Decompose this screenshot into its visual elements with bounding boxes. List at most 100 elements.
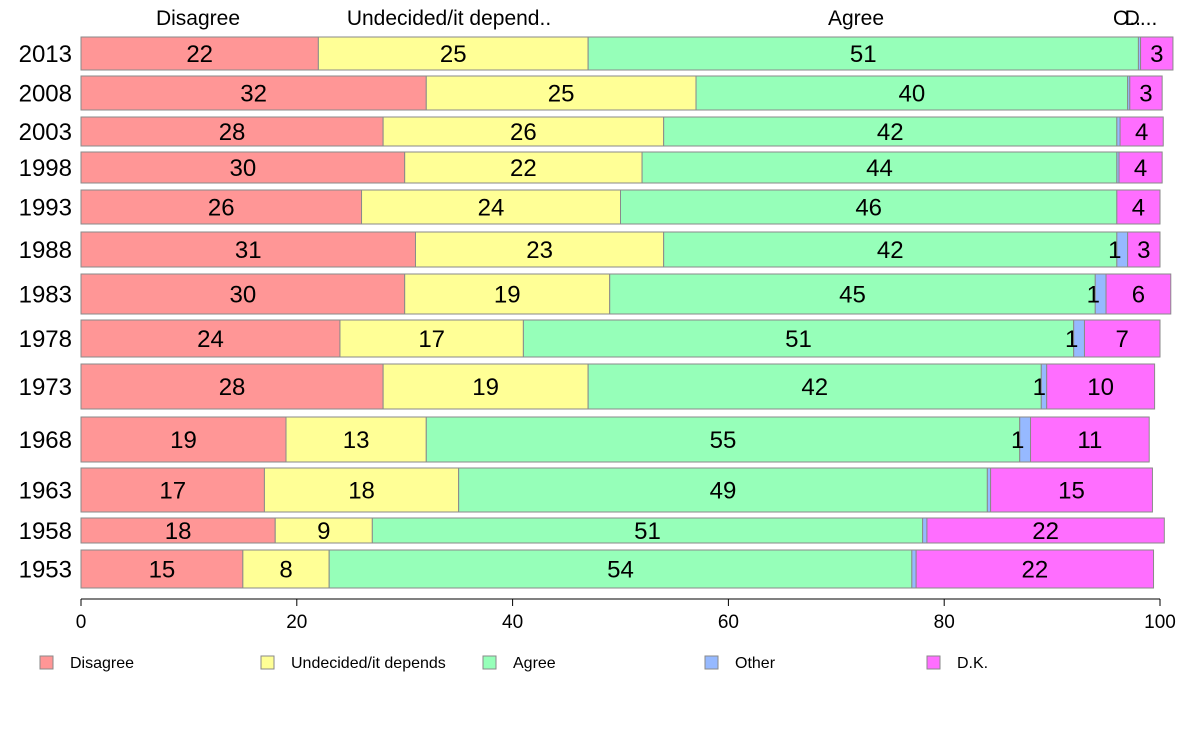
data-label: 25 (548, 81, 575, 108)
category-label-1998: 1998 (19, 155, 72, 182)
x-tick-label: 20 (286, 612, 307, 633)
x-tick-label: 60 (718, 612, 739, 633)
data-label: 8 (279, 557, 292, 584)
bar-segment-undecided-it-depends-2008 (425, 75, 697, 111)
bar-segment-d-k--1963 (990, 467, 1153, 513)
data-label: 19 (170, 427, 197, 454)
bar-segment-agree-1953 (328, 549, 913, 589)
data-label: 18 (348, 478, 375, 505)
legend-label: Disagree (70, 655, 134, 672)
bar-segment-undecided-it-depends-1983 (404, 273, 611, 315)
bar-segment-disagree-1983 (80, 273, 406, 315)
legend-swatch (482, 655, 497, 670)
data-label: 18 (165, 518, 192, 545)
bar-segment-d-k--2003 (1119, 116, 1164, 147)
data-label: 46 (855, 195, 882, 222)
data-label: 54 (607, 557, 634, 584)
data-label: 13 (343, 427, 370, 454)
bar-segment-d-k--1983 (1105, 273, 1172, 315)
top-label: D... (1125, 7, 1158, 30)
data-label: 1 (1108, 237, 1121, 264)
top-label: O.. (1113, 7, 1141, 30)
data-label: 9 (317, 518, 330, 545)
data-label: 49 (710, 478, 737, 505)
data-label: 45 (839, 282, 866, 309)
data-label: 42 (877, 119, 904, 146)
bar-segment-disagree-1993 (80, 189, 363, 225)
data-label: 44 (866, 155, 893, 182)
bar-segment-d-k--1958 (926, 517, 1165, 544)
x-tick-label: 80 (934, 612, 955, 633)
top-label: Disagree (156, 7, 240, 30)
data-label: 1 (1011, 427, 1024, 454)
data-label: 22 (510, 155, 537, 182)
data-label: 15 (1058, 478, 1085, 505)
x-tick-label: 100 (1144, 612, 1176, 633)
bar-segment-agree-1988 (663, 231, 1118, 268)
data-label: 17 (159, 478, 186, 505)
data-label: 22 (186, 41, 213, 68)
data-label: 31 (235, 237, 262, 264)
legend: Disagree Undecided/it depends Agree Other D.… (39, 655, 988, 672)
bar-segment-agree-1958 (371, 517, 924, 544)
data-label: 22 (1032, 518, 1059, 545)
bar-segment-d-k--1973 (1046, 363, 1156, 410)
data-label: 28 (219, 374, 246, 401)
data-label: 42 (801, 374, 828, 401)
bar-segment-d-k--2008 (1129, 75, 1163, 111)
data-label: 3 (1150, 41, 1163, 68)
data-label: 3 (1139, 81, 1152, 108)
bar-segment-undecided-it-depends-2013 (317, 36, 589, 71)
data-label: 4 (1134, 155, 1147, 182)
category-label-2003: 2003 (19, 119, 72, 146)
data-label: 19 (494, 282, 521, 309)
data-label: 51 (634, 518, 661, 545)
bar-segment-undecided-it-depends-1958 (274, 517, 373, 544)
top-label: Agree (828, 7, 884, 30)
data-label: 6 (1132, 282, 1145, 309)
data-label: 28 (219, 119, 246, 146)
data-label: 3 (1137, 237, 1150, 264)
data-label: 30 (229, 155, 256, 182)
bar-segment-other-1958 (922, 517, 928, 544)
data-label: 1 (1065, 326, 1078, 353)
category-label-1993: 1993 (19, 195, 72, 222)
bar-segment-disagree-1963 (80, 467, 265, 513)
category-label-1988: 1988 (19, 237, 72, 264)
bar-segment-agree-1983 (609, 273, 1096, 315)
data-label: 26 (208, 195, 235, 222)
bar-segment-disagree-2003 (80, 116, 384, 147)
bar-segment-agree-2003 (663, 116, 1118, 147)
data-label: 55 (710, 427, 737, 454)
bar-segment-undecided-it-depends-1963 (263, 467, 460, 513)
data-label: 10 (1087, 374, 1114, 401)
bar-segment-disagree-1973 (80, 363, 384, 410)
x-tick-label: 0 (76, 612, 87, 633)
bar-segment-disagree-2008 (80, 75, 427, 111)
bar-segment-undecided-it-depends-1973 (382, 363, 589, 410)
x-axis: 0 20 40 60 80 100 (76, 598, 1176, 633)
category-labels-group: 2013 2008 2003 1998 1993 1988 1983 1978 1973 1968… (19, 41, 72, 584)
x-tick-label: 40 (502, 612, 523, 633)
legend-label: Other (735, 655, 776, 672)
data-label: 4 (1132, 195, 1145, 222)
data-label: 30 (229, 282, 256, 309)
bars-group (80, 36, 1174, 589)
bar-segment-undecided-it-depends-1988 (414, 231, 665, 268)
data-label: 7 (1116, 326, 1129, 353)
bar-segment-disagree-2013 (80, 36, 319, 71)
legend-swatch (39, 655, 54, 670)
data-label: 11 (1077, 427, 1102, 454)
bar-segment-agree-1968 (425, 416, 1021, 463)
data-label: 42 (877, 237, 904, 264)
data-label: 24 (478, 195, 505, 222)
data-label: 40 (898, 81, 925, 108)
legend-label: Agree (513, 655, 556, 672)
bar-segment-agree-1963 (458, 467, 988, 513)
bar-segment-d-k--1953 (915, 549, 1155, 589)
bar-segment-undecided-it-depends-1978 (339, 319, 524, 358)
bar-segment-d-k--1988 (1127, 231, 1161, 268)
bar-segment-disagree-1978 (80, 319, 341, 358)
legend-label: D.K. (957, 655, 988, 672)
